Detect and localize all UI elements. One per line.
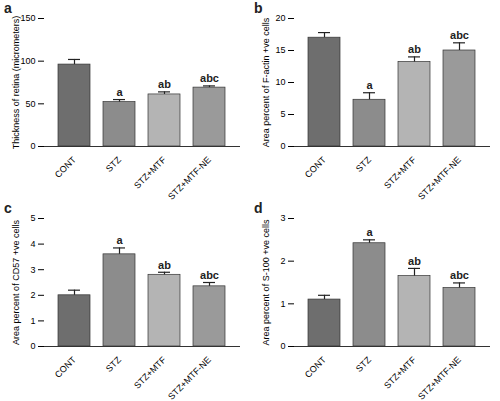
svg-text:0: 0: [280, 341, 285, 351]
svg-text:0: 0: [280, 141, 285, 151]
svg-text:STZ: STZ: [104, 354, 123, 373]
svg-text:a: a: [116, 234, 123, 246]
svg-text:4: 4: [30, 239, 35, 249]
svg-text:CONT: CONT: [53, 354, 78, 379]
svg-text:1: 1: [30, 316, 35, 326]
svg-text:ab: ab: [158, 259, 171, 271]
html-text:b: b: [254, 0, 263, 16]
svg-text:3: 3: [30, 265, 35, 275]
svg-text:abc: abc: [200, 269, 219, 281]
svg-text:Thickness of retina (micromete: Thickness of retina (micrometers): [11, 16, 21, 150]
svg-text:ab: ab: [408, 255, 421, 267]
svg-text:a: a: [366, 226, 373, 238]
svg-text:STZ: STZ: [104, 154, 123, 173]
html-text:c: c: [4, 200, 12, 216]
svg-text:ab: ab: [408, 43, 421, 55]
svg-text:a: a: [366, 79, 373, 91]
svg-text:10: 10: [275, 77, 285, 87]
svg-text:abc: abc: [200, 72, 219, 84]
svg-text:15: 15: [275, 45, 285, 55]
svg-text:STZ+MTF: STZ+MTF: [132, 354, 168, 390]
svg-text:CONT: CONT: [303, 154, 328, 179]
svg-text:Area percent of CD57 +ve cells: Area percent of CD57 +ve cells: [11, 220, 21, 345]
html-text:a: a: [4, 0, 12, 16]
svg-text:3: 3: [280, 213, 285, 223]
svg-text:CONT: CONT: [303, 354, 328, 379]
svg-text:abc: abc: [450, 269, 469, 281]
svg-text:0: 0: [30, 341, 35, 351]
svg-text:STZ+MTF-NE: STZ+MTF-NE: [166, 355, 213, 400]
svg-text:STZ+MTF-NE: STZ+MTF-NE: [416, 155, 463, 200]
svg-text:1: 1: [280, 299, 285, 309]
svg-text:50: 50: [25, 99, 35, 109]
svg-text:Area percent of F-actin +ve ce: Area percent of F-actin +ve cells: [261, 17, 271, 147]
svg-text:STZ+MTF-NE: STZ+MTF-NE: [416, 355, 463, 400]
svg-text:2: 2: [280, 256, 285, 266]
svg-text:Area percent of S-100 +ve cell: Area percent of S-100 +ve cells: [261, 219, 271, 345]
svg-text:5: 5: [30, 213, 35, 223]
svg-text:2: 2: [30, 290, 35, 300]
svg-text:100: 100: [20, 56, 35, 66]
svg-text:STZ: STZ: [354, 154, 373, 173]
html-text:d: d: [254, 200, 263, 216]
svg-text:0: 0: [30, 141, 35, 151]
svg-text:STZ: STZ: [354, 354, 373, 373]
svg-text:STZ+MTF-NE: STZ+MTF-NE: [166, 155, 213, 200]
svg-text:20: 20: [275, 13, 285, 23]
svg-text:a: a: [116, 86, 123, 98]
svg-text:CONT: CONT: [53, 154, 78, 179]
svg-text:STZ+MTF: STZ+MTF: [132, 154, 168, 190]
svg-text:150: 150: [20, 13, 35, 23]
svg-text:STZ+MTF: STZ+MTF: [382, 354, 418, 390]
svg-text:STZ+MTF: STZ+MTF: [382, 154, 418, 190]
svg-text:abc: abc: [450, 29, 469, 41]
svg-text:ab: ab: [158, 78, 171, 90]
svg-text:5: 5: [280, 109, 285, 119]
